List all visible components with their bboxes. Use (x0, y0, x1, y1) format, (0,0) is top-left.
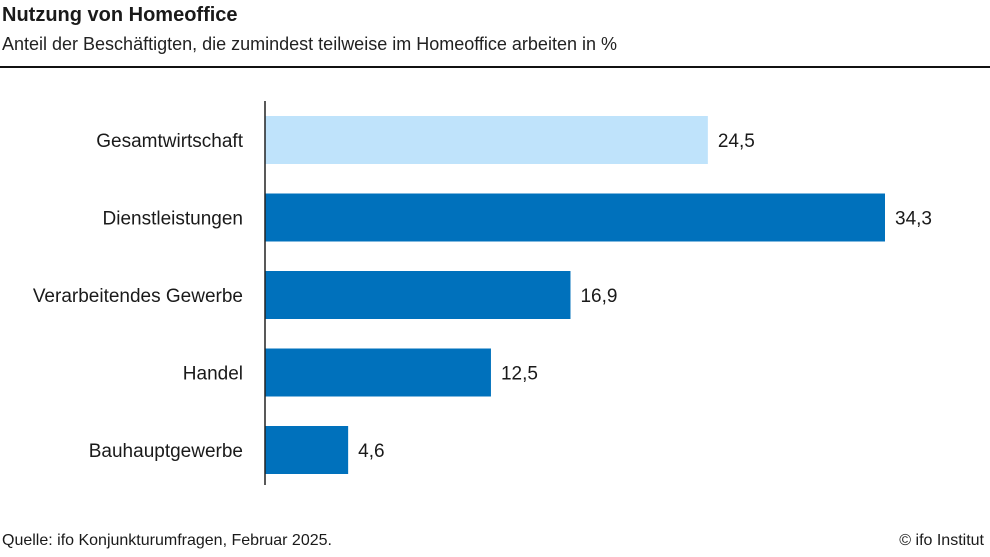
bar-dienstleistungen (265, 193, 885, 242)
bar-gesamtwirtschaft (265, 116, 708, 164)
category-label: Verarbeitendes Gewerbe (33, 286, 243, 307)
copyright-note: © ifo Institut (899, 532, 984, 549)
category-label: Dienstleistungen (103, 209, 243, 230)
chart-subtitle: Anteil der Beschäftigten, die zumindest … (2, 34, 617, 54)
chart-title: Nutzung von Homeoffice (2, 4, 238, 26)
value-label: 24,5 (718, 131, 755, 152)
source-note: Quelle: ifo Konjunkturumfragen, Februar … (2, 532, 332, 549)
bar-bauhauptgewerbe (265, 426, 349, 474)
header-divider (0, 66, 990, 68)
bar-verarbeitendes-gewerbe (265, 271, 571, 319)
category-label: Bauhauptgewerbe (89, 441, 243, 462)
value-label: 16,9 (580, 286, 617, 307)
category-label: Handel (183, 364, 243, 385)
value-label: 4,6 (358, 441, 384, 462)
value-label: 12,5 (501, 364, 538, 385)
value-label: 34,3 (895, 209, 932, 230)
bar-handel (265, 348, 491, 397)
category-label: Gesamtwirtschaft (96, 131, 243, 152)
